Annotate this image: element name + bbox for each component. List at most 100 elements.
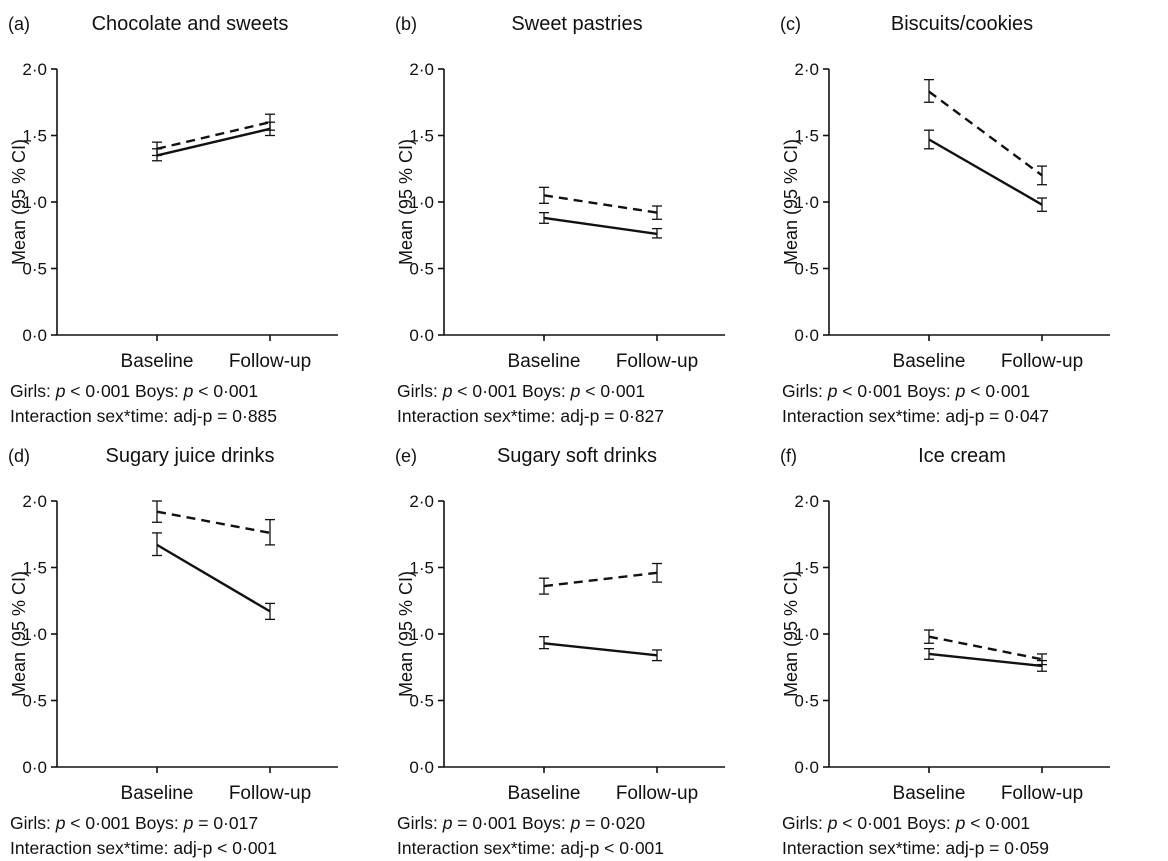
p-symbol: p	[442, 381, 453, 401]
stat-line2: Interaction sex*time: adj-p < 0·001	[397, 838, 664, 858]
stat-text: = 0·001 Boys:	[452, 813, 570, 833]
stat-text: Girls:	[782, 381, 828, 401]
y-tick-label: 2·0	[794, 492, 819, 511]
stat-text: Girls:	[397, 813, 443, 833]
panel-label: (d)	[8, 446, 30, 466]
y-tick-label: 2·0	[22, 60, 47, 79]
panel-title: Sugary juice drinks	[106, 445, 275, 467]
y-axis-label: Mean (95 % CI)	[396, 139, 416, 265]
y-axis-label: Mean (95 % CI)	[9, 571, 29, 697]
y-tick-label: 0·0	[794, 326, 819, 345]
x-tick-label: Follow-up	[616, 783, 698, 804]
y-axis-label: Mean (95 % CI)	[396, 571, 416, 697]
stat-text: Interaction sex*time: adj-p < 0·001	[397, 838, 664, 858]
panel-label: (c)	[780, 14, 801, 34]
series-line-solid	[928, 652, 1043, 668]
x-tick-label: Follow-up	[229, 783, 311, 804]
stat-text: Girls:	[782, 813, 828, 833]
x-tick-label: Follow-up	[1001, 351, 1083, 372]
y-tick-label: 1·0	[794, 193, 819, 212]
stat-line2: Interaction sex*time: adj-p = 0·885	[10, 406, 277, 426]
y-tick-label: 1·5	[409, 559, 434, 578]
series-line-solid	[156, 543, 271, 613]
p-symbol: p	[955, 381, 966, 401]
series-line-dashed	[928, 90, 1043, 177]
y-tick-label: 1·0	[794, 625, 819, 644]
stat-text: < 0·001	[965, 813, 1030, 833]
y-tick-label: 0·5	[22, 260, 47, 279]
panel-title: Chocolate and sweets	[92, 13, 289, 35]
panel-label: (e)	[395, 446, 417, 466]
y-tick-label: 2·0	[794, 60, 819, 79]
stat-line2: Interaction sex*time: adj-p = 0·047	[782, 406, 1049, 426]
stat-text: < 0·001 Boys:	[837, 813, 955, 833]
stat-text: Girls:	[10, 813, 56, 833]
p-symbol: p	[55, 813, 66, 833]
y-tick-label: 1·0	[22, 625, 47, 644]
y-tick-label: 0·5	[794, 692, 819, 711]
y-tick-label: 2·0	[409, 60, 434, 79]
series-line-dashed	[928, 635, 1043, 661]
x-tick-label: Baseline	[893, 783, 966, 804]
stat-line1: Girls: p < 0·001 Boys: p < 0·001	[397, 381, 645, 401]
stat-text: Interaction sex*time: adj-p = 0·885	[10, 406, 277, 426]
panel-label: (b)	[395, 14, 417, 34]
y-tick-label: 1·5	[794, 127, 819, 146]
p-symbol: p	[827, 813, 838, 833]
series-line-solid	[928, 138, 1043, 206]
series-line-solid	[543, 642, 658, 657]
stat-text: Interaction sex*time: adj-p = 0·827	[397, 406, 664, 426]
y-tick-label: 1·0	[409, 625, 434, 644]
series-line-dashed	[156, 510, 271, 535]
y-tick-label: 1·5	[22, 127, 47, 146]
x-tick-label: Baseline	[121, 783, 194, 804]
panel-title: Ice cream	[918, 445, 1006, 467]
y-tick-label: 1·0	[409, 193, 434, 212]
y-tick-label: 0·0	[22, 326, 47, 345]
stat-text: < 0·001 Boys:	[65, 381, 183, 401]
y-axis-label: Mean (95 % CI)	[781, 139, 801, 265]
panel-label: (f)	[780, 446, 797, 466]
chart-panel: (a) Chocolate and sweets 0·0 0·5 1·0 1·5 2·0 Me…	[8, 13, 338, 426]
p-symbol: p	[442, 813, 453, 833]
stat-text: < 0·001	[193, 381, 258, 401]
y-tick-label: 0·0	[22, 758, 47, 777]
chart-panel: (e) Sugary soft drinks 0·0 0·5 1·0 1·5 2·0 Mean…	[395, 445, 725, 858]
p-symbol: p	[570, 381, 581, 401]
stat-line1: Girls: p < 0·001 Boys: p < 0·001	[10, 381, 258, 401]
y-tick-label: 0·5	[22, 692, 47, 711]
y-tick-label: 1·0	[22, 193, 47, 212]
stat-text: Interaction sex*time: adj-p < 0·001	[10, 838, 277, 858]
chart-panel: (d) Sugary juice drinks 0·0 0·5 1·0 1·5 2·0 Mea…	[8, 445, 338, 858]
y-tick-label: 0·5	[409, 260, 434, 279]
y-tick-label: 1·5	[794, 559, 819, 578]
stat-text: Interaction sex*time: adj-p = 0·047	[782, 406, 1049, 426]
x-tick-label: Follow-up	[616, 351, 698, 372]
stat-text: Interaction sex*time: adj-p = 0·059	[782, 838, 1049, 858]
y-tick-label: 0·0	[409, 326, 434, 345]
stat-text: Girls:	[397, 381, 443, 401]
panel-title: Sugary soft drinks	[497, 445, 657, 467]
x-tick-label: Baseline	[893, 351, 966, 372]
stat-line1: Girls: p = 0·001 Boys: p = 0·020	[397, 813, 645, 833]
x-tick-label: Baseline	[121, 351, 194, 372]
panel-label: (a)	[8, 14, 30, 34]
y-tick-label: 0·5	[409, 692, 434, 711]
stat-text: Girls:	[10, 381, 56, 401]
series-line-dashed	[156, 121, 271, 150]
x-tick-label: Follow-up	[1001, 783, 1083, 804]
series-line-dashed	[543, 194, 658, 214]
series-line-dashed	[543, 571, 658, 588]
y-tick-label: 1·5	[409, 127, 434, 146]
chart-panel: (f) Ice cream 0·0 0·5 1·0 1·5 2·0 Mean (95 % CI…	[780, 445, 1110, 858]
stat-line2: Interaction sex*time: adj-p = 0·059	[782, 838, 1049, 858]
y-tick-label: 0·0	[794, 758, 819, 777]
stat-text: < 0·001	[580, 381, 645, 401]
stat-text: < 0·001 Boys:	[65, 813, 183, 833]
panel-title: Biscuits/cookies	[891, 13, 1033, 35]
x-tick-label: Baseline	[508, 351, 581, 372]
stat-line2: Interaction sex*time: adj-p < 0·001	[10, 838, 277, 858]
stat-text: < 0·001 Boys:	[837, 381, 955, 401]
p-symbol: p	[955, 813, 966, 833]
stat-line1: Girls: p < 0·001 Boys: p = 0·017	[10, 813, 258, 833]
